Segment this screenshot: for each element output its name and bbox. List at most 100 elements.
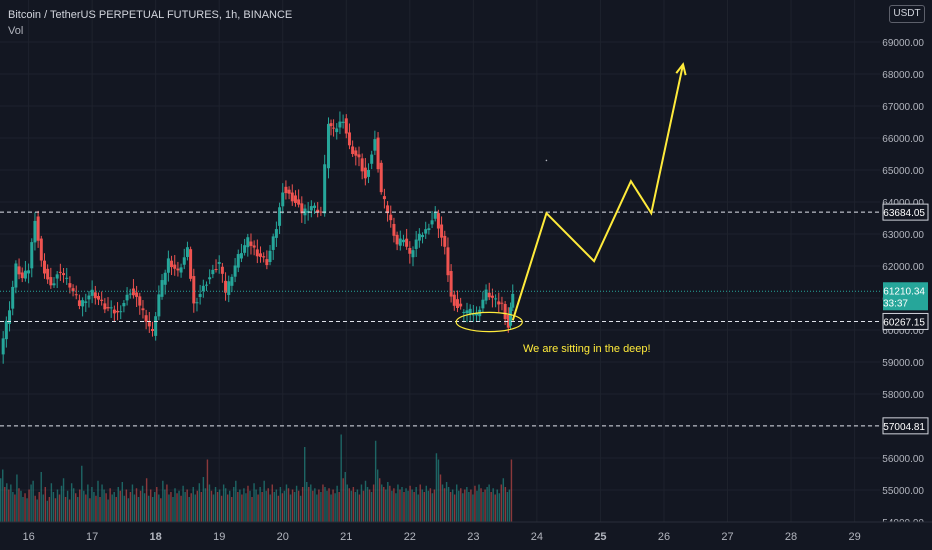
candle-body [204,284,208,286]
volume-bar [147,495,150,522]
candle-body [49,277,53,286]
volume-bar [391,490,393,522]
volume-bar [168,494,170,522]
volume-bar [490,492,492,522]
candle-body [309,206,313,211]
volume-bar [152,497,154,522]
symbol-title[interactable]: Bitcoin / TetherUS PERPETUAL FUTURES, 1h… [8,9,293,21]
volume-bar [344,472,346,522]
candle-body [20,272,24,279]
volume-bar [243,488,245,522]
candle-body [103,303,107,310]
highlight-ellipse[interactable] [455,311,523,333]
volume-bar [206,459,209,522]
volume-bar [247,485,249,522]
volume-bar [437,459,440,522]
volume-bar [364,480,367,522]
price-tick-label: 64000.00 [882,198,924,209]
date-tick-label: 24 [531,531,543,543]
volume-bar [48,497,51,522]
current-price-tag [883,282,928,311]
level-price-label: 60267.15 [883,317,925,328]
volume-bar [18,488,20,522]
volume-bar [162,480,164,522]
candle-body [323,164,327,214]
volume-bar [423,492,425,522]
volume-bar [210,490,213,522]
candle-body [147,322,151,327]
volume-bar [10,484,12,522]
currency-button[interactable]: USDT [889,5,925,23]
volume-bar [405,488,407,522]
candle-body [224,280,228,293]
volume-bar [504,487,507,522]
candle-body [185,247,189,257]
volume-bar [314,488,316,522]
candle-body [39,238,43,261]
candle-body [430,220,434,225]
volume-bar [348,488,351,522]
candle-body [55,274,59,279]
volume-bar [269,494,271,522]
volume-bar [411,489,413,522]
price-tick-label: 59000.00 [882,358,924,369]
volume-bar [409,485,411,522]
volume-bar [160,498,162,522]
candle-body [471,314,475,316]
candle-body [176,268,180,271]
volume-bar [431,493,434,522]
volume-bar [299,495,302,522]
volume-bar [324,487,326,522]
candle-body [398,238,402,246]
volume-bar [476,490,478,522]
volume-bar [308,487,310,522]
volume-bar [66,490,69,522]
volume-bar [415,487,417,522]
volume-bar [220,495,223,522]
volume-bar [486,487,488,522]
volume-bar [395,493,397,522]
volume-bar [297,490,300,522]
volume-bar [20,490,22,522]
level-price-label: 63684.05 [883,208,925,219]
volume-bar [445,482,448,522]
volume-bar [36,499,38,522]
volume-bar [158,494,160,522]
volume-bar [145,478,148,522]
candle-body [68,283,72,288]
candle-body [347,132,351,146]
candle-body [201,285,205,292]
price-tick-label: 65000.00 [882,166,924,177]
candle-body [411,250,415,258]
volume-bar [176,493,178,522]
volume-bar [164,489,166,522]
volume-bar [16,474,18,522]
volume-bar [198,483,201,522]
candle-body [112,309,116,314]
volume-bar [85,494,87,522]
volume-bar [484,489,486,522]
volume-bar [310,484,312,522]
volume-bar [510,459,513,522]
candle-body [414,239,418,249]
volume-bar [14,494,16,522]
candle-body [360,158,364,172]
volume-bar [172,497,174,522]
volume-bar [194,494,196,522]
candle-body [363,167,367,179]
candle-body [386,205,390,214]
volume-indicator-label[interactable]: Vol [8,25,24,37]
candle-body [189,249,193,279]
volume-bar [231,497,233,522]
time-scale[interactable] [0,522,932,550]
price-tick-label: 62000.00 [882,262,924,273]
volume-bar [376,469,379,522]
volume-bar [56,489,59,522]
candle-body [227,281,231,295]
candle-body [274,229,278,238]
projection-path[interactable] [511,64,685,321]
price-tick-label: 63000.00 [882,230,924,241]
price-scale[interactable] [880,0,932,550]
